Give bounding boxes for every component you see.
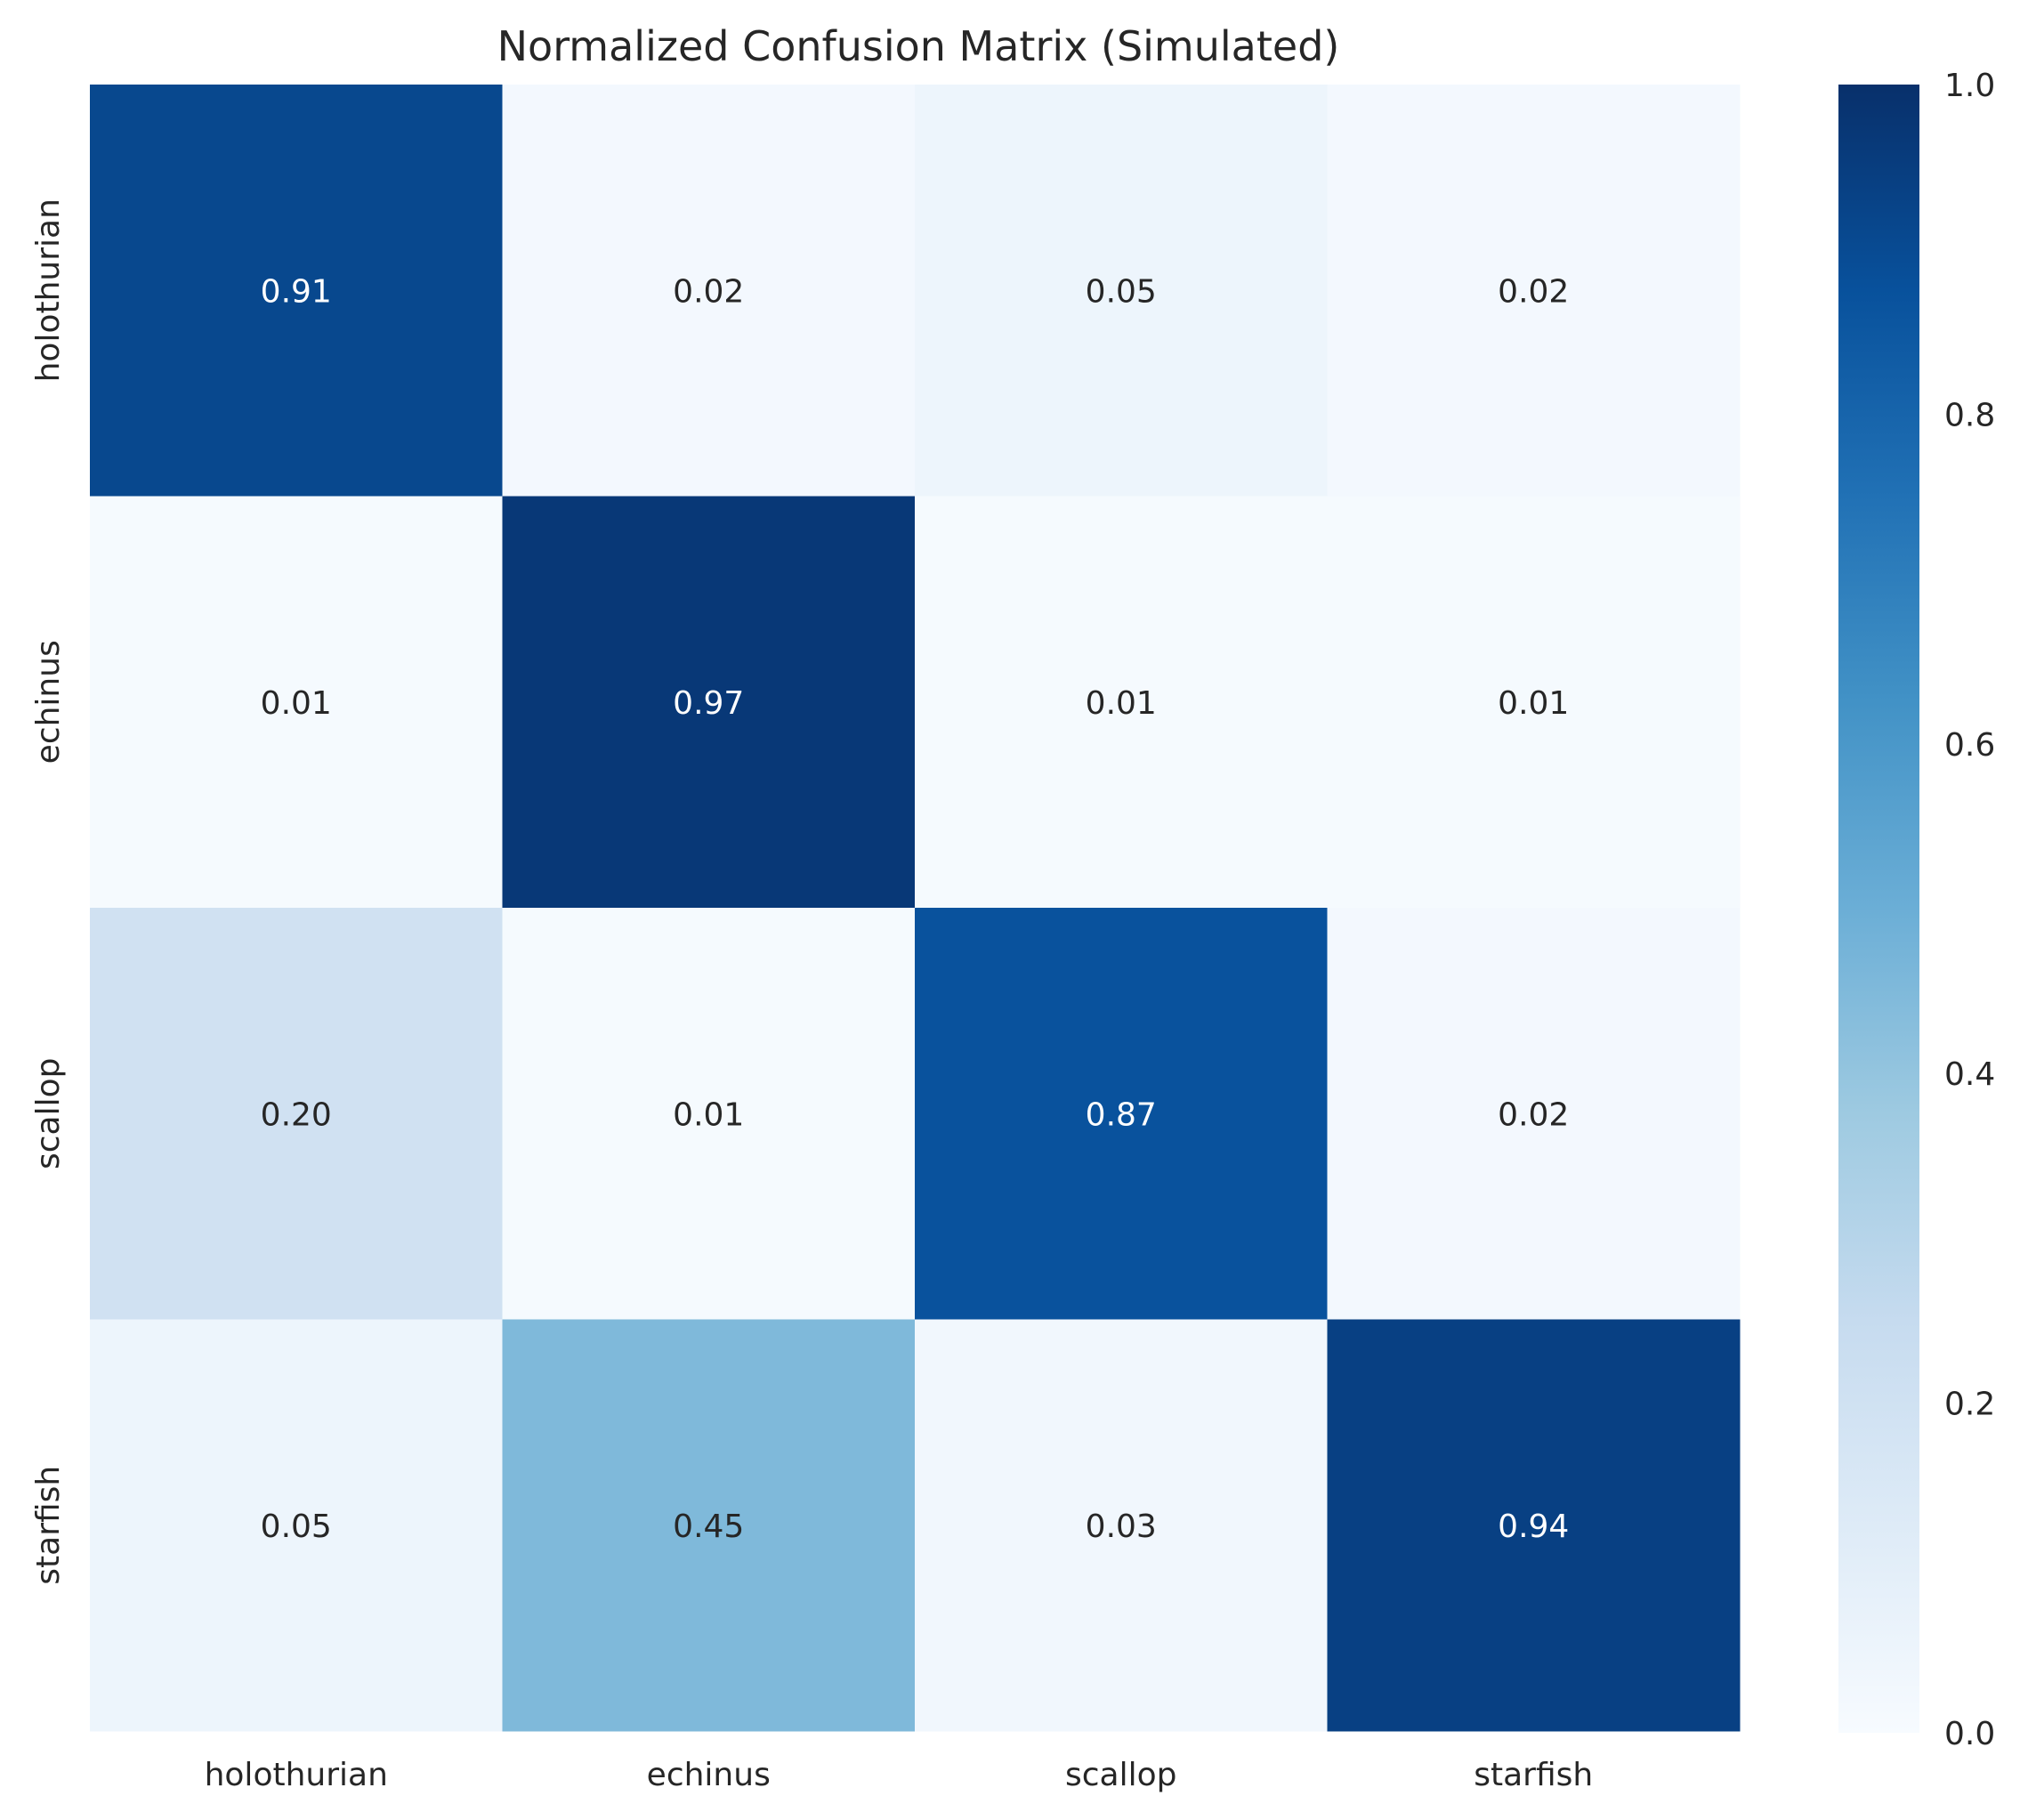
heatmap-cell-value-holothurian-holothurian: 0.91: [261, 273, 332, 310]
y-tick-label-holothurian: holothurian: [30, 198, 67, 382]
colorbar-tick-label-1-0: 1.0: [1944, 68, 1995, 104]
heatmap-cell-labels: 0.91 0.02 0.05 0.02 0.01 0.97 0.01 0.01 0.20 0.01…: [261, 273, 1570, 1545]
colorbar-tick-label-0-6: 0.6: [1944, 727, 1995, 764]
heatmap-cell-value-scallop-scallop: 0.87: [1086, 1096, 1157, 1133]
y-axis-tick-labels: holothurian echinus scallop starfish: [30, 198, 67, 1585]
heatmap-cell-value-echinus-starfish: 0.01: [1498, 685, 1569, 722]
colorbar: [1838, 85, 1919, 1733]
colorbar-tick-label-0-0: 0.0: [1944, 1716, 1995, 1752]
y-tick-label-echinus: echinus: [30, 640, 67, 764]
heatmap-cell-value-holothurian-echinus: 0.02: [673, 273, 744, 310]
heatmap-cell-starfish-echinus: [502, 1319, 916, 1732]
colorbar-tick-label-0-2: 0.2: [1944, 1387, 1995, 1423]
heatmap-cell-value-holothurian-scallop: 0.05: [1086, 273, 1157, 310]
heatmap-cells: [90, 85, 1741, 1732]
y-tick-label-starfish: starfish: [30, 1466, 67, 1585]
heatmap-cell-value-starfish-starfish: 0.94: [1498, 1509, 1569, 1545]
heatmap-cell-value-starfish-scallop: 0.03: [1086, 1509, 1157, 1545]
heatmap-cell-value-starfish-echinus: 0.45: [673, 1509, 744, 1545]
heatmap-cell-starfish-scallop: [915, 1319, 1328, 1732]
heatmap-cell-value-scallop-holothurian: 0.20: [261, 1096, 332, 1133]
heatmap-cell-starfish-holothurian: [90, 1319, 503, 1732]
heatmap-cell-holothurian-holothurian: [90, 85, 503, 497]
heatmap-cell-echinus-starfish: [1327, 496, 1741, 909]
heatmap-cell-scallop-echinus: [502, 908, 916, 1320]
colorbar-gradient: [1838, 85, 1919, 1733]
heatmap-cell-value-echinus-scallop: 0.01: [1086, 685, 1157, 722]
heatmap-cell-value-echinus-echinus: 0.97: [673, 685, 744, 722]
x-tick-label-starfish: starfish: [1474, 1757, 1593, 1793]
y-tick-label-scallop: scallop: [30, 1058, 67, 1170]
heatmap-cell-starfish-starfish: [1327, 1319, 1741, 1732]
heatmap-cell-value-starfish-holothurian: 0.05: [261, 1509, 332, 1545]
heatmap-cell-value-echinus-holothurian: 0.01: [261, 685, 332, 722]
colorbar-tick-label-0-4: 0.4: [1944, 1056, 1995, 1093]
heatmap-cell-echinus-echinus: [502, 496, 916, 909]
heatmap-cell-holothurian-starfish: [1327, 85, 1741, 497]
heatmap-cell-holothurian-scallop: [915, 85, 1328, 497]
x-tick-label-echinus: echinus: [647, 1757, 771, 1793]
heatmap-cell-value-scallop-echinus: 0.01: [673, 1096, 744, 1133]
x-tick-label-holothurian: holothurian: [205, 1757, 388, 1793]
heatmap-cell-echinus-holothurian: [90, 496, 503, 909]
colorbar-tick-labels: 0.0 0.2 0.4 0.6 0.8 1.0: [1944, 68, 1995, 1752]
heatmap-cell-value-scallop-starfish: 0.02: [1498, 1096, 1569, 1133]
chart-title: Normalized Confusion Matrix (Simulated): [497, 22, 1340, 70]
heatmap-cell-value-holothurian-starfish: 0.02: [1498, 273, 1569, 310]
heatmap-cell-scallop-holothurian: [90, 908, 503, 1320]
heatmap-cell-echinus-scallop: [915, 496, 1328, 909]
x-axis-tick-labels: holothurian echinus scallop starfish: [205, 1757, 1594, 1793]
heatmap-cell-scallop-starfish: [1327, 908, 1741, 1320]
heatmap-cell-holothurian-echinus: [502, 85, 916, 497]
heatmap-cell-scallop-scallop: [915, 908, 1328, 1320]
x-tick-label-scallop: scallop: [1065, 1757, 1177, 1793]
colorbar-tick-label-0-8: 0.8: [1944, 397, 1995, 433]
